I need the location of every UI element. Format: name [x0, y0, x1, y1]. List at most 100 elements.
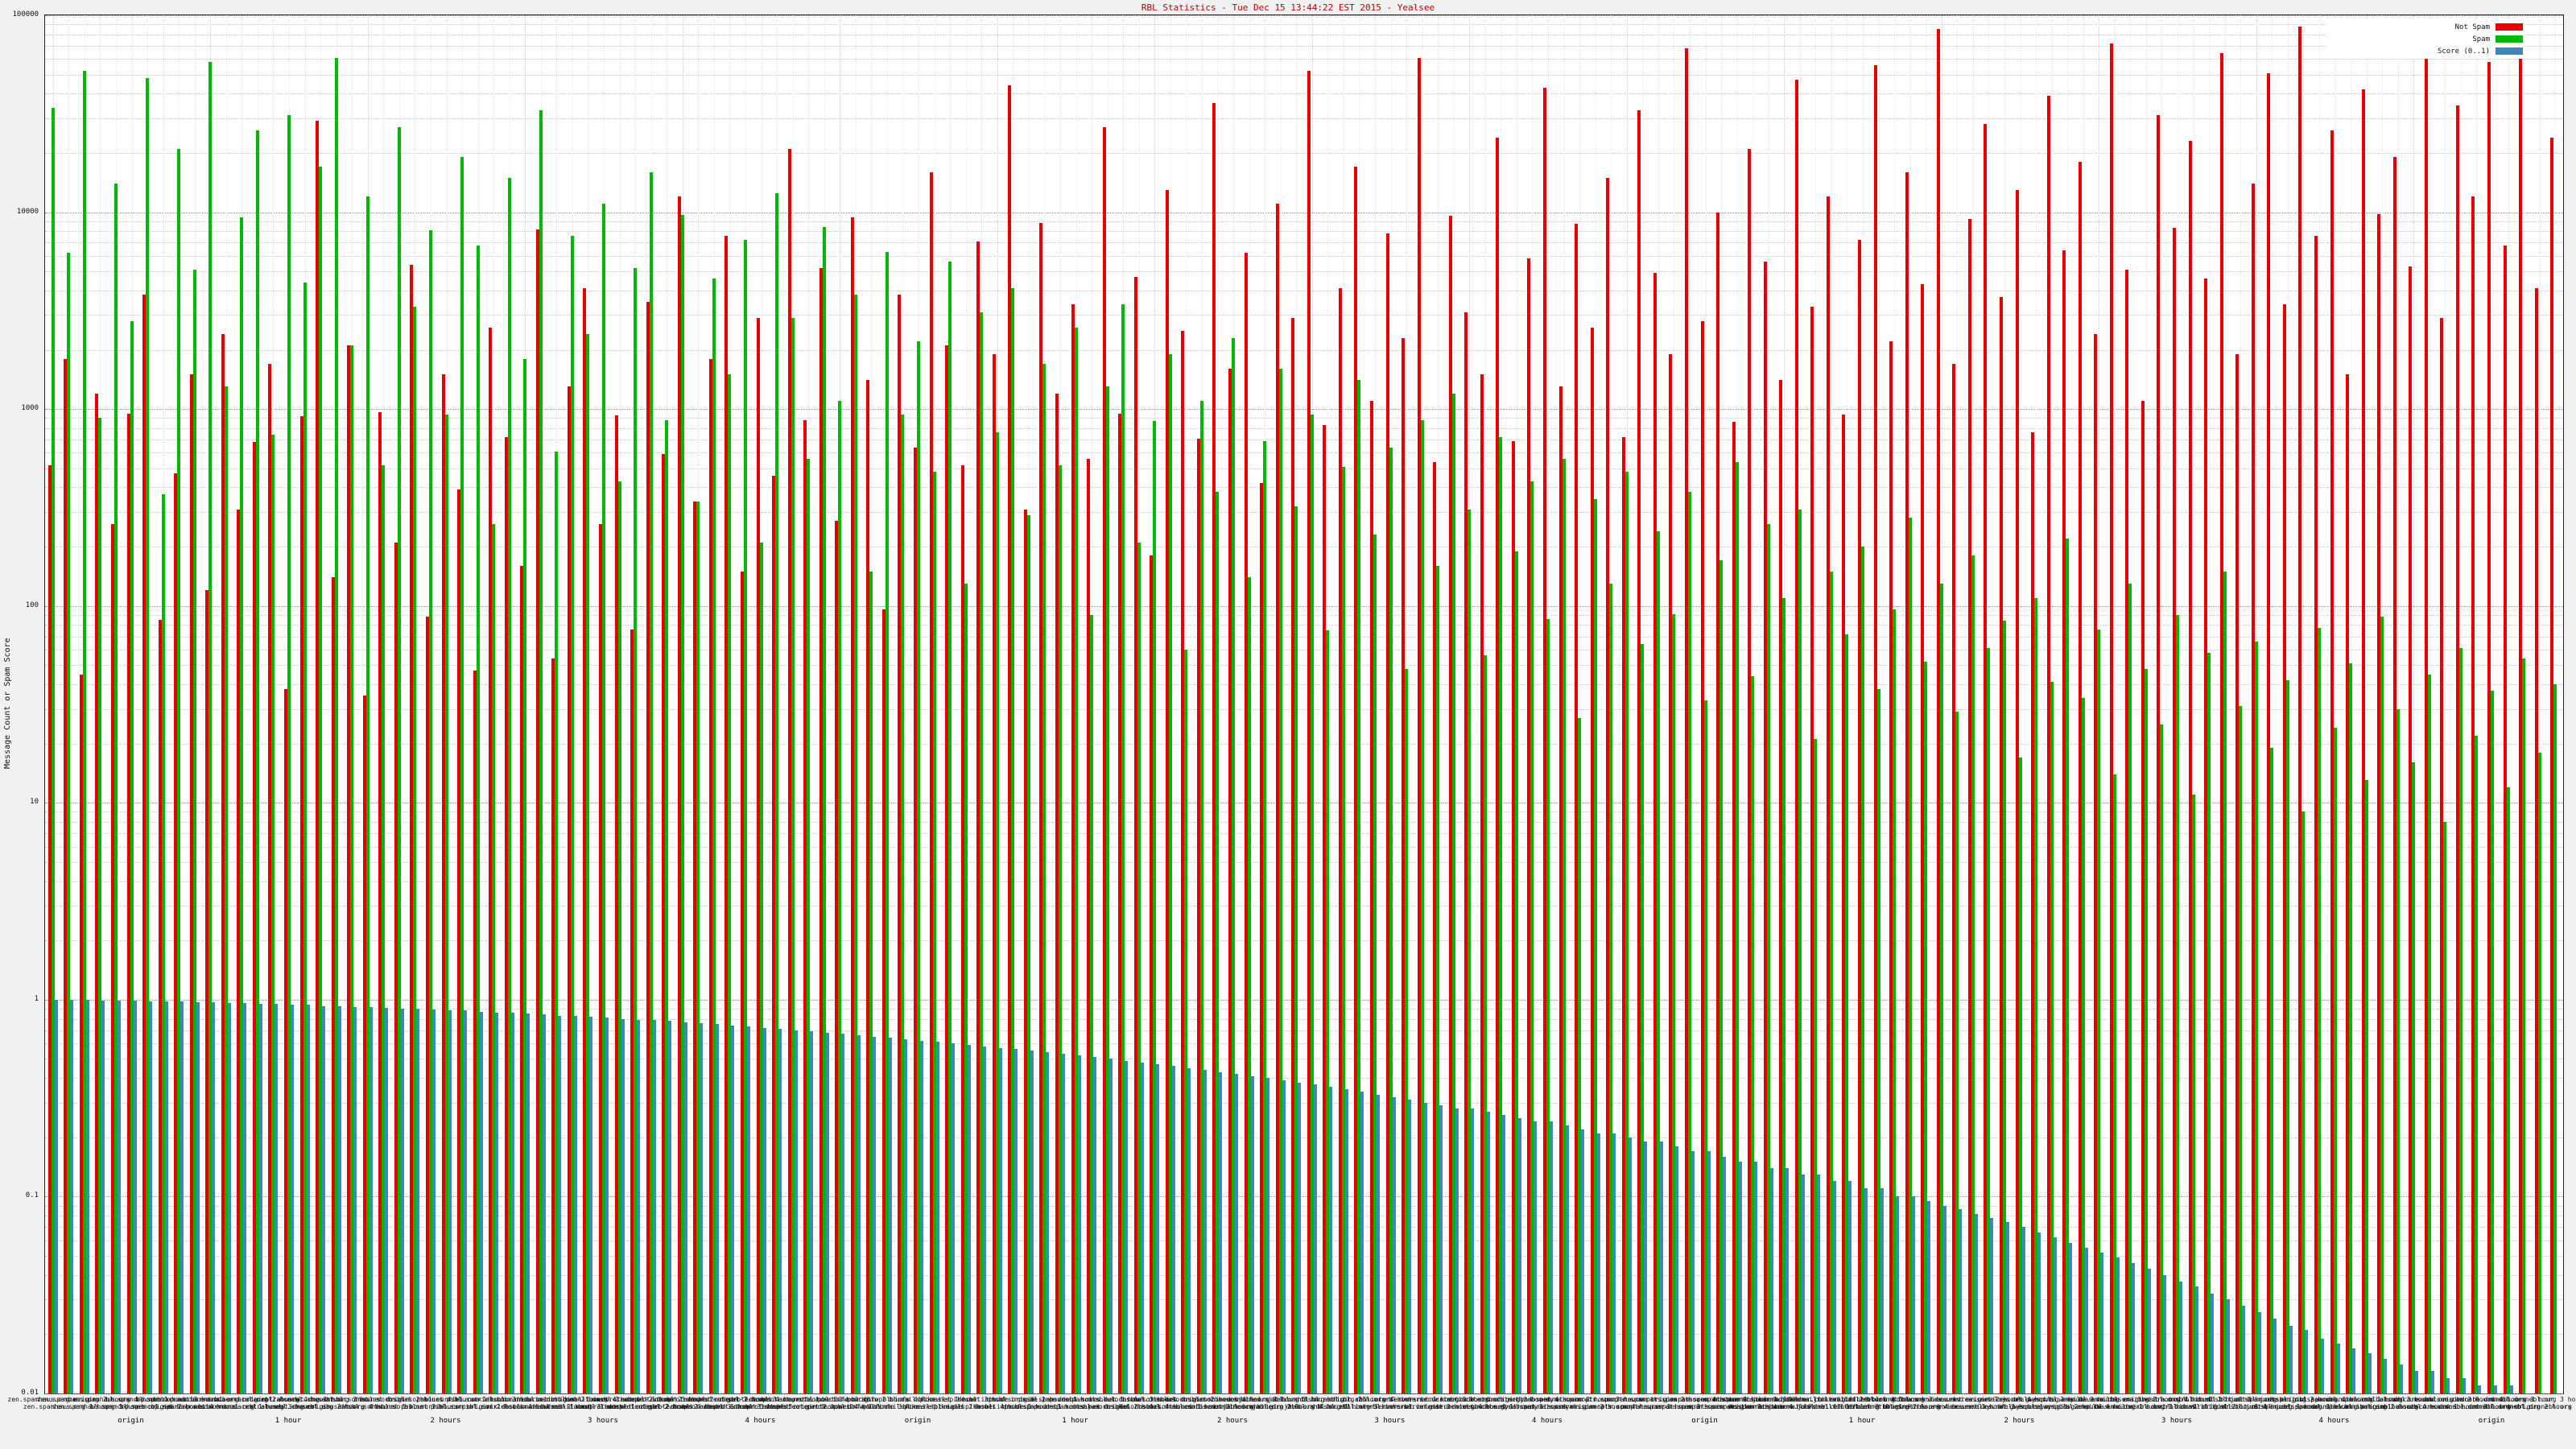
- bar-not-spam: [2109, 43, 2113, 1393]
- bar-spam: [177, 148, 181, 1393]
- bar-score-0-1-: [810, 1031, 814, 1393]
- bar-not-spam: [2188, 141, 2192, 1393]
- x-tick-label: dnsbl.ahbl.org origin: [1270, 1396, 1352, 1403]
- bar-not-spam: [1417, 57, 1421, 1393]
- bar-not-spam: [662, 454, 666, 1393]
- bar-score-0-1-: [2446, 1377, 2450, 1393]
- bar-spam: [1389, 447, 1393, 1393]
- bar-not-spam: [1133, 276, 1137, 1393]
- bar-spam: [1593, 498, 1597, 1393]
- x-tick-label: relays.bl.gweep.ca origin: [1971, 1403, 2068, 1410]
- x-tick-label: combined.njabl.org origin: [1183, 1403, 1282, 1410]
- bar-spam: [2427, 674, 2431, 1393]
- minor-gridline: [45, 487, 2563, 489]
- x-tick-label: zen.spamhaus.org 2 hours: [37, 1396, 130, 1403]
- bar-score-0-1-: [117, 1000, 121, 1393]
- x-tick-label: dnsbl.justspam.org 4 hours: [2268, 1396, 2369, 1403]
- bar-spam: [2553, 684, 2557, 1393]
- bar-score-0-1-: [2179, 1282, 2183, 1393]
- x-tick-label: ix.dnsbl.manitu.net 3 hours: [518, 1403, 624, 1410]
- bar-not-spam: [158, 619, 162, 1393]
- bar-not-spam: [1385, 233, 1389, 1393]
- bar-score-0-1-: [1769, 1167, 1773, 1393]
- bar-not-spam: [693, 501, 697, 1393]
- x-period-label: 3 hours: [1374, 1417, 1406, 1425]
- bar-spam: [2144, 668, 2148, 1393]
- bar-spam: [1624, 472, 1629, 1393]
- x-tick-label: bl.spamcannibal.org 4 hours: [2344, 1403, 2450, 1410]
- x-tick-label: dnsbl-2.uceprotect.net 3 hours: [671, 1403, 787, 1410]
- bar-not-spam: [2519, 23, 2523, 1393]
- bar-score-0-1-: [700, 1023, 704, 1393]
- vertical-gridline: [2476, 15, 2478, 1393]
- bar-score-0-1-: [464, 1010, 468, 1393]
- bar-spam: [1893, 609, 1897, 1393]
- x-tick-label: dnsbl.justspam.org 1 hour: [2223, 1403, 2320, 1410]
- x-tick-label: bl.spamcannibal.org origin: [2283, 1403, 2385, 1410]
- bar-spam: [1468, 509, 1472, 1393]
- x-tick-label: noptr.spamrats.com 4 hours: [1638, 1396, 1740, 1403]
- bar-not-spam: [1244, 253, 1248, 1393]
- legend: Not Spam Spam Score (0..1): [2326, 19, 2526, 59]
- x-tick-label: dnsbl-2.uceprotect.net 1 hour: [641, 1403, 754, 1410]
- bar-not-spam: [2015, 189, 2019, 1393]
- x-tick-label: dnsbl-3.uceprotect.net 4 hours: [765, 1403, 881, 1410]
- minor-gridline: [45, 940, 2563, 942]
- bar-spam: [1578, 717, 1582, 1393]
- bar-spam: [130, 320, 134, 1393]
- bar-score-0-1-: [1675, 1146, 1679, 1393]
- bar-spam: [1042, 363, 1046, 1393]
- legend-item: Not Spam: [2330, 21, 2523, 33]
- x-tick-label: dnsbl.dronebl.org origin: [2445, 1403, 2538, 1410]
- bar-spam: [1090, 614, 1094, 1393]
- bar-score-0-1-: [841, 1034, 845, 1393]
- bar-spam: [1641, 644, 1645, 1393]
- minor-gridline: [45, 93, 2563, 95]
- bar-score-0-1-: [983, 1046, 987, 1393]
- bar-not-spam: [2503, 245, 2507, 1393]
- minor-gridline: [45, 349, 2563, 351]
- bar-score-0-1-: [1392, 1096, 1396, 1393]
- bar-spam: [1373, 535, 1377, 1393]
- bar-not-spam: [378, 412, 382, 1393]
- x-period-label: 1 hour: [275, 1417, 302, 1425]
- bar-not-spam: [441, 374, 445, 1393]
- minor-gridline: [45, 1205, 2563, 1207]
- bar-not-spam: [2282, 304, 2286, 1393]
- bar-score-0-1-: [385, 1007, 389, 1393]
- x-tick-label: dul.dnsbl.sorbs.net 4 hours: [1164, 1396, 1269, 1403]
- bar-spam: [1420, 419, 1424, 1393]
- bar-score-0-1-: [1219, 1071, 1223, 1393]
- x-tick-label: truncate.gbudb.net origin: [1420, 1396, 1517, 1403]
- bar-spam: [507, 177, 511, 1393]
- x-tick-label: dnsbl.sorbs.net origin: [324, 1396, 410, 1403]
- bar-score-0-1-: [888, 1038, 892, 1393]
- bar-not-spam: [1402, 337, 1406, 1393]
- bar-not-spam: [1889, 341, 1893, 1393]
- x-tick-label: truncate.gbudb.net 2 hours: [1449, 1396, 1550, 1403]
- bar-score-0-1-: [133, 1000, 137, 1393]
- bar-not-spam: [2267, 72, 2271, 1393]
- bar-score-0-1-: [291, 1005, 295, 1393]
- bar-score-0-1-: [1203, 1070, 1207, 1393]
- bar-spam: [2160, 724, 2164, 1393]
- bar-not-spam: [630, 629, 634, 1393]
- bar-score-0-1-: [54, 999, 58, 1393]
- x-tick-label: korea.services.net origin: [1892, 1396, 1989, 1403]
- bar-score-0-1-: [1423, 1102, 1427, 1393]
- bar-not-spam: [142, 295, 147, 1393]
- bar-spam: [98, 418, 102, 1393]
- bar-spam: [1121, 304, 1125, 1393]
- bar-score-0-1-: [1990, 1217, 1994, 1393]
- x-tick-label: korea.services.net 3 hours: [1937, 1403, 2039, 1410]
- bar-score-0-1-: [85, 999, 89, 1393]
- bar-score-0-1-: [1628, 1137, 1632, 1393]
- bar-spam: [2443, 822, 2447, 1393]
- x-tick-label: psbl.surriel.com 1 hour: [416, 1396, 506, 1403]
- x-tick-label: ubl.unsubscore.com 2 hours: [2393, 1396, 2495, 1403]
- bar-score-0-1-: [510, 1012, 514, 1393]
- bar-score-0-1-: [1581, 1129, 1585, 1393]
- bar-spam: [586, 334, 590, 1393]
- bar-not-spam: [1260, 483, 1264, 1393]
- bar-spam: [2491, 691, 2495, 1393]
